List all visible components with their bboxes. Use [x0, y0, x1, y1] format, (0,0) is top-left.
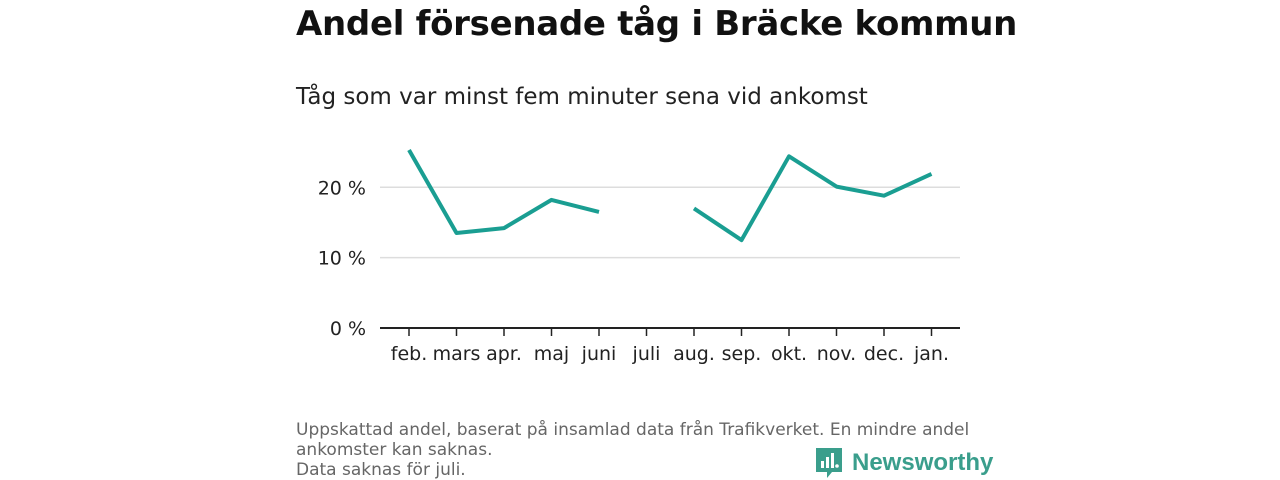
y-tick-label: 10 %	[318, 248, 366, 270]
footnote-source: Uppskattad andel, baserat på insamlad da…	[296, 420, 970, 460]
x-axis	[380, 327, 960, 336]
newsworthy-logo-icon	[816, 448, 842, 478]
x-tick-labels: feb. mars apr. maj juni juli aug. sep. okt. nov. d…	[391, 343, 949, 365]
y-tick-label: 20 %	[318, 177, 366, 199]
x-tick-label: maj	[534, 343, 569, 365]
brand-logo: Newsworthy	[814, 446, 993, 480]
x-tick-label: feb.	[391, 343, 427, 365]
x-tick-label: dec.	[864, 343, 904, 365]
chart-title: Andel försenade tåg i Bräcke kommun	[296, 4, 1018, 44]
x-tick-label: juli	[632, 343, 661, 365]
y-tick-labels: 0 % 10 % 20 %	[318, 177, 366, 340]
x-tick-label: nov.	[817, 343, 856, 365]
x-tick-label: juni	[581, 343, 617, 365]
chart-subtitle: Tåg som var minst fem minuter sena vid a…	[296, 84, 868, 110]
x-tick-label: apr.	[486, 343, 522, 365]
footnote-missing-data: Data saknas för juli.	[296, 460, 466, 480]
y-tick-label: 0 %	[330, 318, 366, 340]
x-tick-label: aug.	[673, 343, 715, 365]
line-chart: 0 % 10 % 20 % feb. mars apr. maj juni juli aug. s…	[318, 149, 960, 365]
gridlines	[380, 186, 960, 259]
x-tick-label: jan.	[913, 343, 949, 365]
series-lines	[407, 149, 933, 243]
series-line-segment	[692, 154, 933, 243]
footnote: Uppskattad andel, baserat på insamlad da…	[296, 420, 986, 480]
x-tick-label: okt.	[771, 343, 807, 365]
brand-name: Newsworthy	[852, 449, 994, 476]
series-line-segment	[407, 149, 600, 235]
x-tick-label: sep.	[722, 343, 762, 365]
x-tick-label: mars	[433, 343, 481, 365]
